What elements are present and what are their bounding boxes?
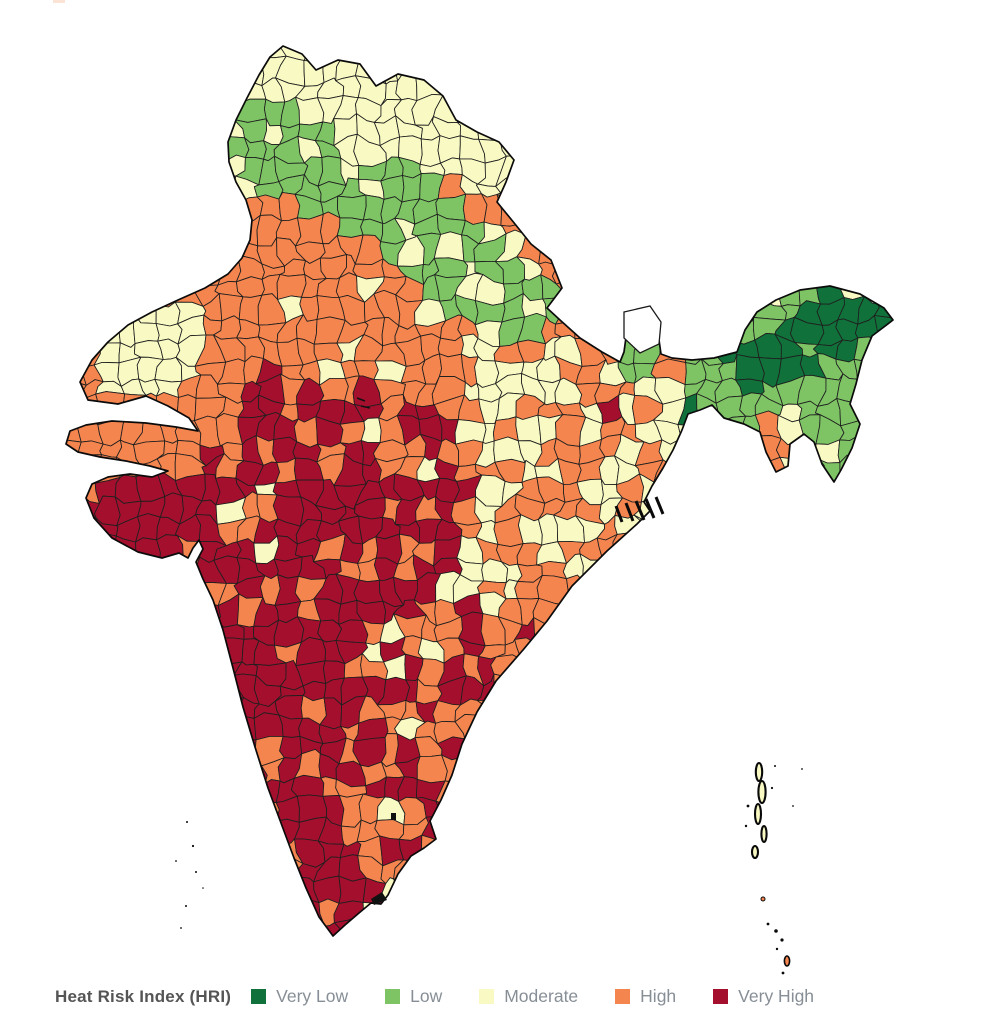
hri-swatch-very-high [713, 989, 729, 1004]
legend-item-very-high: Very High [713, 986, 814, 1007]
hri-swatch-high [615, 989, 631, 1004]
pulicat-lagoon-mark [391, 813, 396, 820]
legend-item-very-low: Very Low [251, 986, 348, 1007]
hri-swatch-low [385, 989, 401, 1004]
legend-label-moderate: Moderate [504, 986, 579, 1006]
legend-label-low: Low [410, 986, 443, 1006]
lakshadweep-islands [175, 821, 204, 929]
legend-label-high: High [640, 986, 677, 1006]
legend-item-low: Low [385, 986, 442, 1007]
hri-swatch-very-low [251, 989, 267, 1004]
andaman-nicobar-islands [744, 761, 803, 975]
legend-item-high: High [615, 986, 676, 1007]
legend-label-very-low: Very Low [276, 986, 349, 1006]
top-edge-artifact [53, 0, 65, 3]
legend-bar: Heat Risk Index (HRI) Very Low Low Moder… [55, 986, 851, 1007]
delhi-district-cluster [356, 397, 371, 409]
district-mosaic [66, 46, 893, 936]
legend-item-moderate: Moderate [479, 986, 578, 1007]
sundarbans-delta [614, 496, 665, 523]
point-calimere-spit [371, 892, 387, 905]
legend-title: Heat Risk Index (HRI) [55, 986, 232, 1006]
legend-label-very-high: Very High [738, 986, 815, 1006]
sikkim-no-data [623, 305, 662, 354]
hri-swatch-moderate [479, 989, 495, 1004]
